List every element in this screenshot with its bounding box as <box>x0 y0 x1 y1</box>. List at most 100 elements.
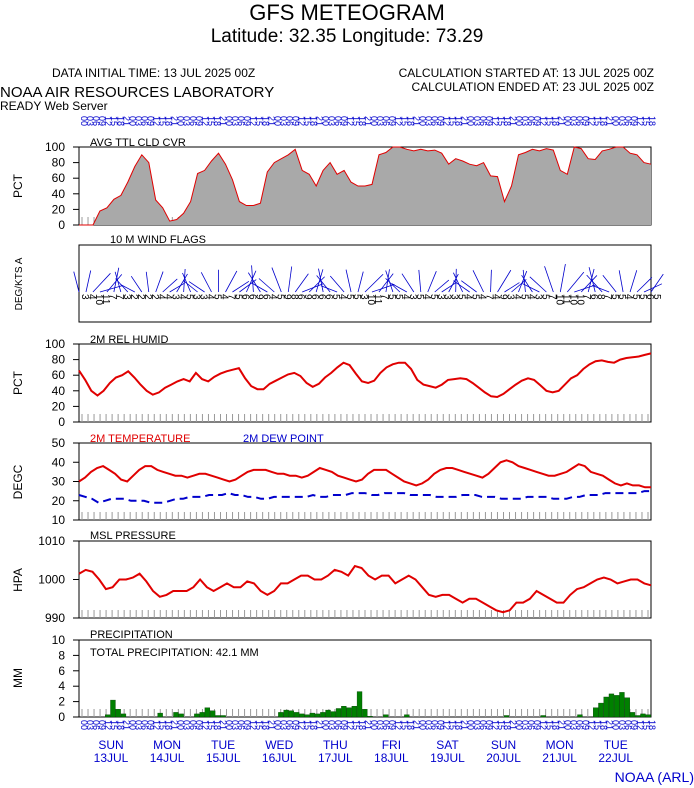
top-hour-label: 09 <box>290 116 300 126</box>
wind-barb <box>315 269 324 293</box>
wind-barb <box>490 269 492 293</box>
top-hour-label: 03 <box>182 116 192 126</box>
bottom-hour-label: 09 <box>290 720 300 730</box>
y-tick-label: 80 <box>52 156 66 170</box>
bottom-hour-label: 00 <box>466 720 476 730</box>
bottom-hour-label: 21 <box>121 720 131 730</box>
wind-speed-label: 3 <box>191 294 202 300</box>
precip-bar <box>598 702 604 718</box>
y-tick-label: 10 <box>52 633 66 647</box>
bottom-hour-label: 15 <box>593 720 603 730</box>
wind-speed-label: 11 <box>560 294 571 305</box>
bottom-hour-label: 00 <box>321 720 331 730</box>
wind-barb <box>251 282 268 293</box>
wind-barb <box>453 272 464 293</box>
bottom-hour-label: 21 <box>460 720 470 730</box>
top-hour-label: 15 <box>544 116 554 126</box>
wind-speed-label: 3 <box>170 294 181 300</box>
top-hour-label: 03 <box>520 116 530 126</box>
top-hour-label: 15 <box>206 116 216 126</box>
wind-barb <box>580 275 598 293</box>
wind-speed-label: 2 <box>149 294 160 300</box>
bottom-hour-label: 21 <box>605 720 615 730</box>
precip-ylabel: MM <box>11 668 25 688</box>
day-of-week-label: SAT <box>436 738 459 752</box>
lab-name: NOAA AIR RESOURCES LABORATORY <box>0 84 274 101</box>
bottom-hour-label: 15 <box>496 720 506 730</box>
top-hour-label: 12 <box>200 116 210 126</box>
top-hour-label: 21 <box>556 116 566 126</box>
wind-speed-label: 2 <box>135 294 146 300</box>
bottom-hour-label: 09 <box>145 720 155 730</box>
day-of-week-label: SUN <box>491 738 516 752</box>
top-hour-label: 06 <box>333 116 343 126</box>
wind-speed-label: 7 <box>107 294 118 300</box>
top-hour-label: 09 <box>194 116 204 126</box>
top-hour-label: 15 <box>158 116 168 126</box>
top-hour-label: 12 <box>635 116 645 126</box>
precip-bar <box>383 714 389 718</box>
wind-speed-label: 5 <box>630 294 641 300</box>
wind-barb <box>162 278 178 293</box>
top-hour-label: 00 <box>514 116 524 126</box>
wind-barb <box>145 271 150 293</box>
wind-barb <box>472 270 484 293</box>
top-hour-label: 03 <box>327 116 337 126</box>
wind-barb <box>401 273 415 293</box>
top-hour-label: 06 <box>139 116 149 126</box>
wind-speed-label: 10 <box>93 294 104 306</box>
precip-bar <box>115 709 121 718</box>
precip-total: TOTAL PRECIPITATION: 42.1 MM <box>90 647 259 659</box>
precip-bar <box>204 707 210 718</box>
bottom-hour-label: 03 <box>472 720 482 730</box>
y-tick-label: 0 <box>58 415 65 429</box>
precip-bar <box>635 715 641 718</box>
precip-bar <box>577 714 583 718</box>
date-label: 21JUL <box>542 751 577 765</box>
wind-barb <box>629 270 638 293</box>
top-hour-label: 03 <box>230 116 240 126</box>
bottom-hour-label: 00 <box>127 720 137 730</box>
top-hour-label: 03 <box>617 116 627 126</box>
rh-title: 2M REL HUMID <box>90 334 168 346</box>
y-tick-label: 20 <box>52 399 66 413</box>
wind-barb <box>120 284 135 293</box>
rh-line <box>78 352 652 399</box>
wind-speed-label: 9 <box>498 294 509 300</box>
wind-speed-label: 7 <box>114 294 125 300</box>
y-tick-label: 30 <box>52 475 66 489</box>
top-hour-label: 12 <box>297 116 307 126</box>
day-of-week-label: SUN <box>98 738 123 752</box>
bottom-hour-label: 18 <box>647 720 657 730</box>
top-hour-label: 15 <box>448 116 458 126</box>
wind-barb <box>559 264 566 293</box>
panel-frame <box>78 244 652 323</box>
bottom-hour-label: 12 <box>103 720 113 730</box>
date-label: 18JUL <box>374 751 409 765</box>
wind-barb <box>521 274 533 293</box>
wind-speed-label: 11 <box>100 294 111 305</box>
wind-speed-label: 7 <box>484 294 495 300</box>
initial-time: DATA INITIAL TIME: 13 JUL 2025 00Z <box>52 66 255 80</box>
wind-speed-label: 3 <box>358 294 369 300</box>
date-label: 22JUL <box>598 751 633 765</box>
wind-barb <box>636 277 653 293</box>
top-hour-label: 03 <box>85 116 95 126</box>
bottom-hour-label: 15 <box>206 720 216 730</box>
wind-speed-label: 4 <box>400 294 411 300</box>
bottom-hour-label: 21 <box>556 720 566 730</box>
top-hour-label: 15 <box>303 116 313 126</box>
bottom-hour-label: 06 <box>623 720 633 730</box>
bottom-hour-label: 18 <box>550 720 560 730</box>
bottom-hour-label: 09 <box>629 720 639 730</box>
wind-speed-label: 5 <box>232 294 243 300</box>
coordinates: Latitude: 32.35 Longitude: 73.29 <box>211 26 484 47</box>
wind-barb <box>316 275 331 293</box>
bottom-hour-label: 21 <box>170 720 180 730</box>
wind-speed-label: 4 <box>86 294 97 300</box>
wind-barb <box>114 271 122 293</box>
wind-barb <box>302 283 323 293</box>
precip-bar <box>362 709 368 718</box>
top-hour-label: 06 <box>284 116 294 126</box>
wind-speed-label: 4 <box>163 294 174 300</box>
